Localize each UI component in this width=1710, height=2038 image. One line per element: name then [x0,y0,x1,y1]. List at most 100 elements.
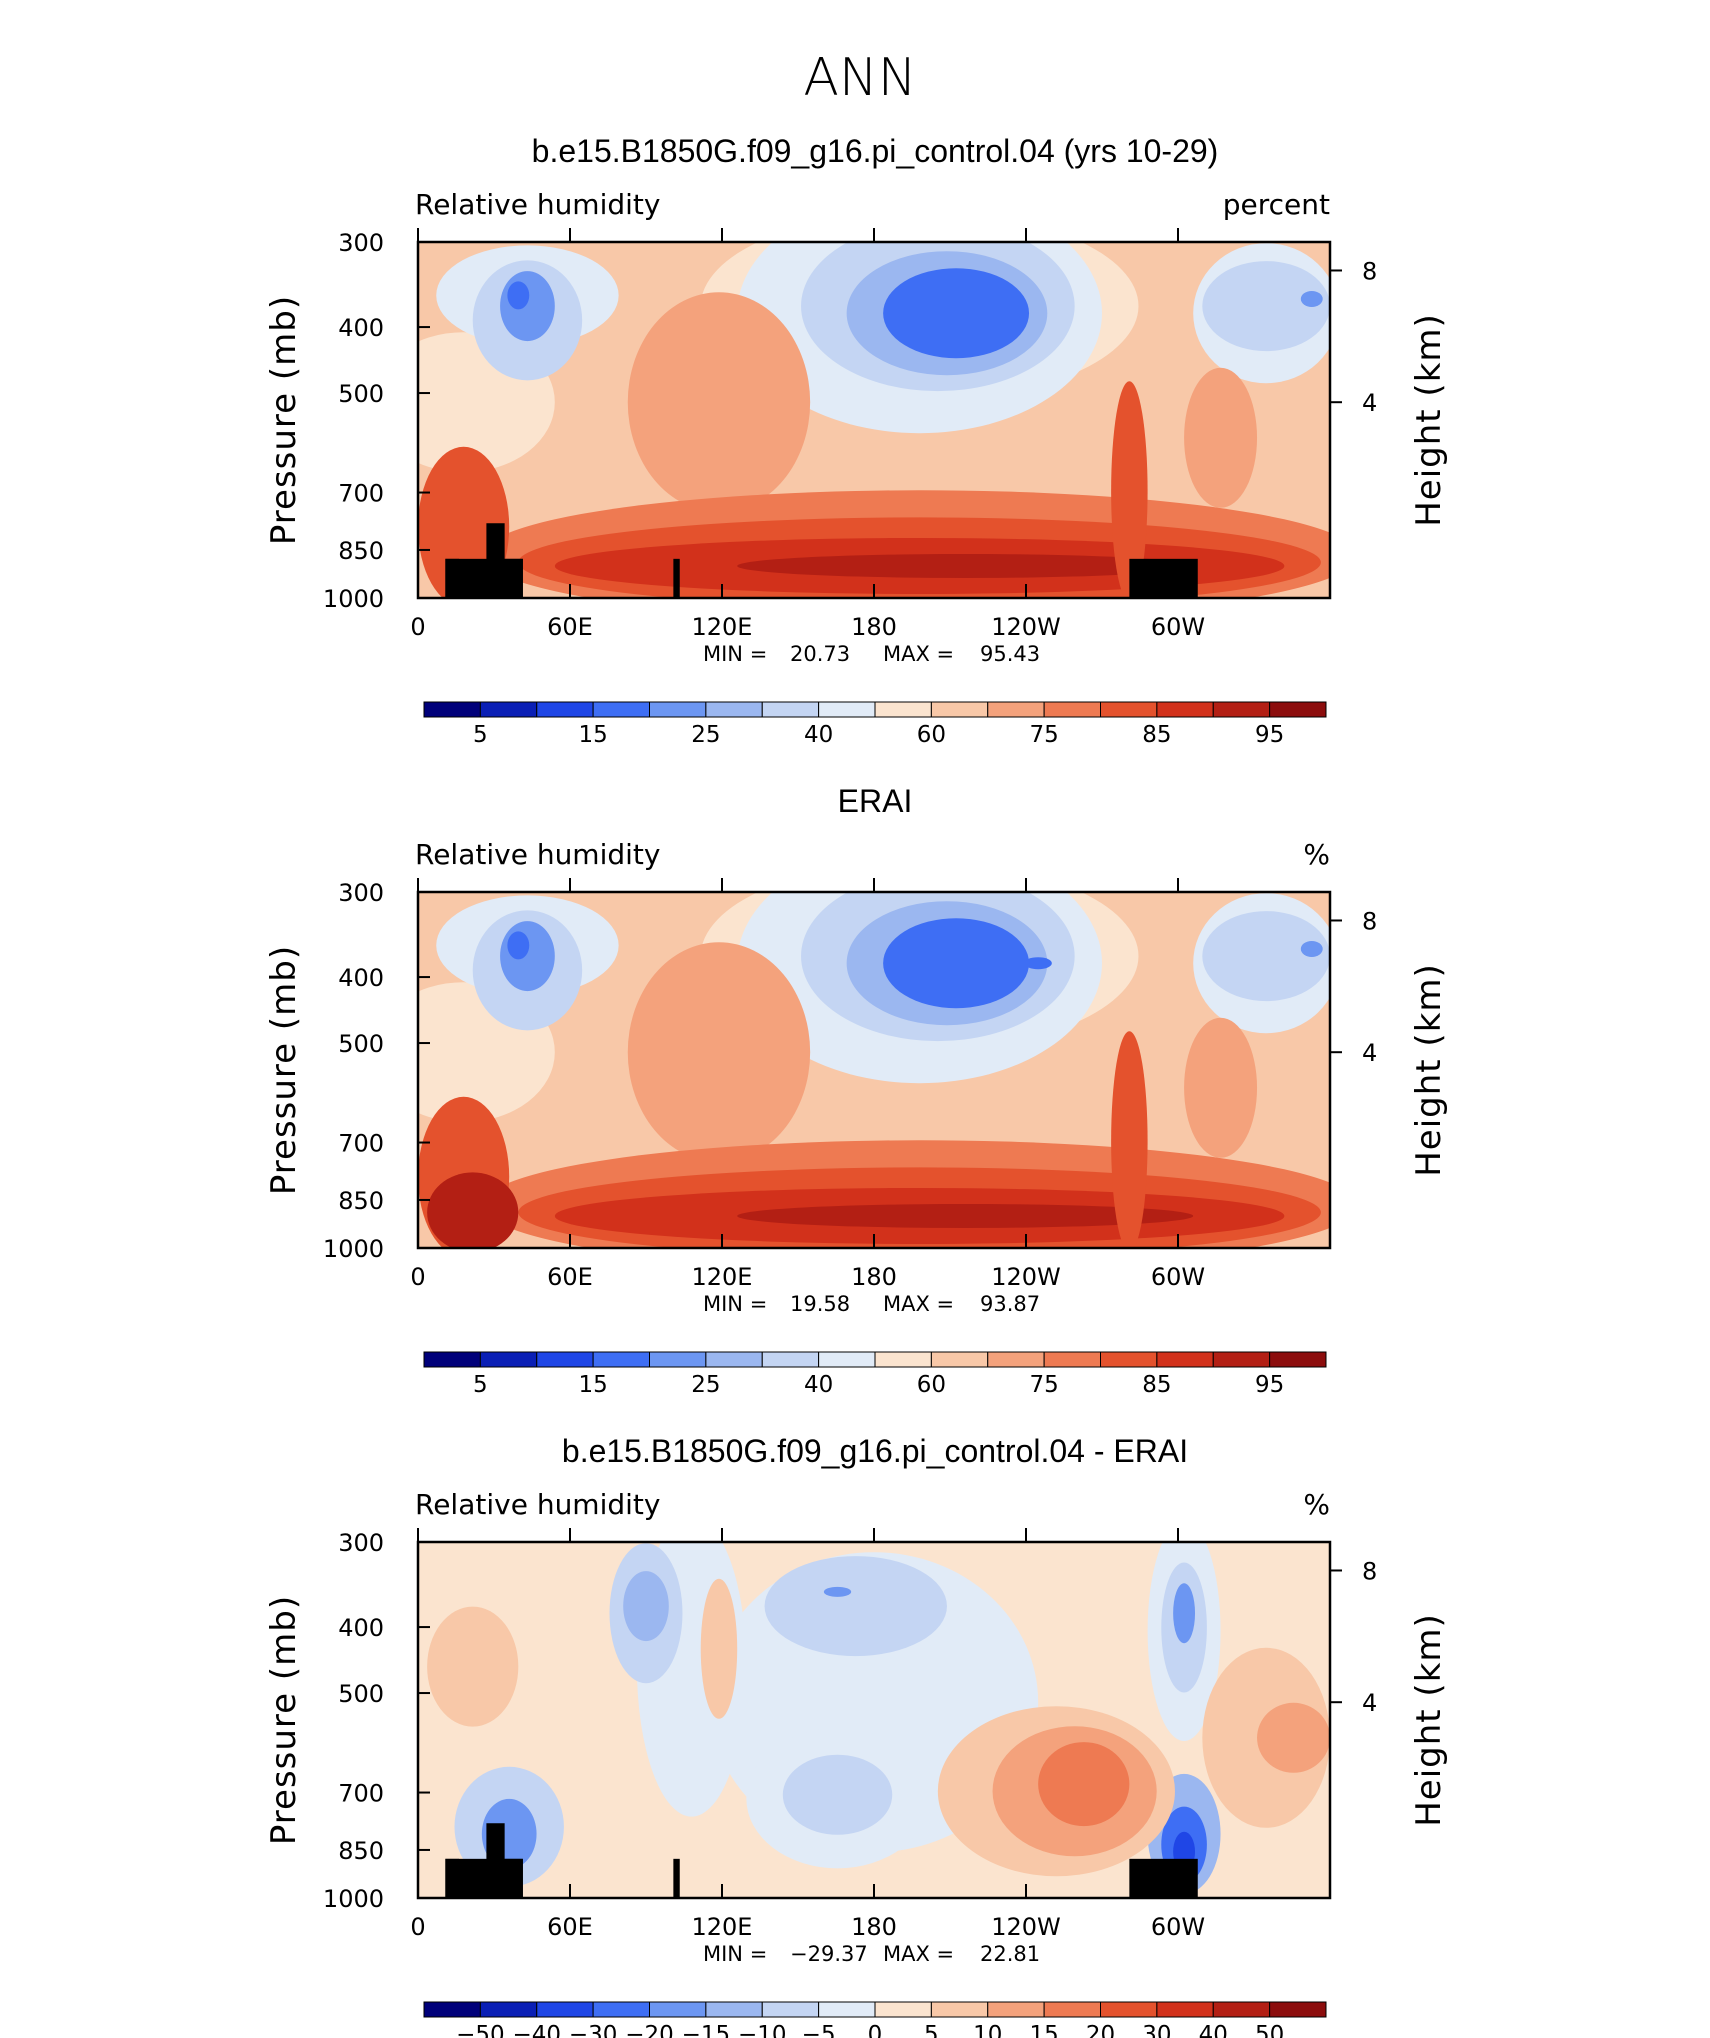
colorbar-label: −40 [512,2022,561,2038]
colorbar-box [874,1351,932,1368]
contour-region [507,931,530,960]
max-value: 93.87 [980,1292,1040,1316]
colorbar-box [930,2001,989,2018]
colorbar-box [987,2001,1045,2018]
colorbar-box [818,701,876,718]
colorbar-box [479,2001,538,2018]
y-tick-label-right: 4 [1362,1039,1377,1067]
y-tick-label: 400 [338,964,384,992]
y-tick-label: 300 [338,879,384,907]
colorbar-label: 25 [691,722,720,748]
panel-title: b.e15.B1850G.f09_g16.pi_control.04 (yrs … [532,133,1219,169]
colorbar-box [761,701,820,718]
max-label: MAX = [883,1292,954,1316]
y-axis-title-right: Height (km) [1409,313,1449,527]
contour-region [1257,1702,1330,1773]
x-tick-label: 180 [851,613,897,641]
colorbar-box [649,701,707,718]
y-tick-label: 700 [338,1130,384,1158]
topography-block [1129,558,1198,598]
colorbar-box [930,701,989,718]
panel-title: b.e15.B1850G.f09_g16.pi_control.04 - ERA… [562,1433,1188,1469]
colorbar-box [1100,1351,1158,1368]
units-label: % [1303,1488,1330,1521]
colorbar-label: 60 [917,1372,946,1398]
y-tick-label: 300 [338,1529,384,1557]
colorbar-box [818,2001,876,2018]
colorbar-box [1269,2001,1327,2018]
colorbar-box [761,1351,820,1368]
y-tick-label: 850 [338,1837,384,1865]
colorbar-label: −30 [569,2022,618,2038]
y-tick-label: 500 [338,1680,384,1708]
colorbar-label: 85 [1142,722,1171,748]
y-tick-label: 1000 [323,1885,384,1913]
min-value: 20.73 [790,642,850,666]
colorbar-box [479,1351,538,1368]
colorbar-label: 15 [1029,2022,1058,2038]
topography-block [445,558,523,598]
min-label: MIN = [703,1942,767,1966]
y-tick-label-right: 8 [1362,257,1377,285]
x-tick-label: 60E [547,613,593,641]
min-value: −29.37 [790,1942,868,1966]
contour-region [782,1754,893,1835]
x-tick-label: 60E [547,1263,593,1291]
colorbar-label: 75 [1029,1372,1058,1398]
contour-region [1038,1742,1130,1827]
colorbar-box [1212,701,1271,718]
colorbar-box [592,1351,650,1368]
colorbar-label: 60 [917,722,946,748]
min-label: MIN = [703,642,767,666]
colorbar-label: −20 [625,2022,674,2038]
max-label: MAX = [883,642,954,666]
topography-block [673,1858,680,1898]
colorbar-label: 15 [578,722,607,748]
contour-region [627,292,811,513]
x-tick-label: 180 [851,1913,897,1941]
panel-3: b.e15.B1850G.f09_g16.pi_control.04 - ERA… [264,1433,1449,2038]
contour-region [1300,940,1323,957]
max-value: 22.81 [980,1942,1040,1966]
colorbar-box [649,1351,707,1368]
y-axis-title-right: Height (km) [1409,1613,1449,1827]
contour-region [737,553,1194,578]
x-tick-label: 0 [410,613,425,641]
x-tick-label: 0 [410,1913,425,1941]
y-axis-title-right: Height (km) [1409,963,1449,1177]
colorbar-label: 85 [1142,1372,1171,1398]
contour-region [623,1571,669,1642]
colorbar-box [705,1351,763,1368]
colorbar-box [1043,1351,1101,1368]
colorbar-label: 50 [1255,2022,1284,2038]
contour-region [500,921,555,992]
y-tick-label: 500 [338,1030,384,1058]
colorbar-box [649,2001,707,2018]
contour-region [883,268,1030,359]
max-value: 95.43 [980,642,1040,666]
y-tick-label-right: 8 [1362,1557,1377,1585]
colorbar-box [930,1351,989,1368]
colorbar-box [423,2001,481,2018]
x-tick-label: 120E [692,1913,753,1941]
y-tick-label: 700 [338,1780,384,1808]
colorbar-box [705,701,763,718]
contour-region [883,918,1030,1009]
colorbar-label: 5 [473,1372,488,1398]
colorbar-label: 40 [804,722,833,748]
colorbar-label: −15 [682,2022,731,2038]
contour-region [1111,381,1148,598]
x-tick-label: 120E [692,1263,753,1291]
contour-region [427,1606,519,1727]
contour-region [1111,1031,1148,1248]
variable-label: Relative humidity [415,1488,660,1521]
contour-region [627,942,811,1163]
y-axis-title-left: Pressure (mb) [264,295,304,545]
panel-title: ERAI [838,783,913,819]
topography-block [1129,1858,1198,1898]
colorbar-label: 5 [924,2022,939,2038]
contour-region [507,281,530,310]
colorbar-box [592,2001,650,2018]
